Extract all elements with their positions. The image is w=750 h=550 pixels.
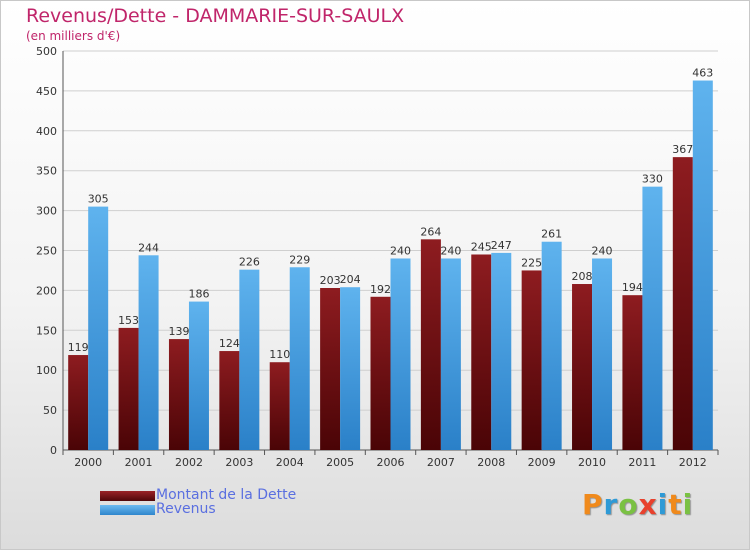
y-tick-label: 300: [36, 205, 57, 218]
y-tick-label: 50: [43, 404, 57, 417]
x-tick-label: 2003: [225, 456, 253, 469]
x-tick-label: 2004: [276, 456, 304, 469]
bar-dette: [672, 157, 693, 450]
x-tick-label: 2000: [74, 456, 102, 469]
bar-revenus: [541, 241, 562, 450]
logo-letter: P: [582, 488, 604, 521]
y-tick-label: 250: [36, 245, 57, 258]
data-label: 192: [370, 283, 391, 296]
bar-revenus: [88, 206, 109, 450]
logo-letter: o: [618, 488, 639, 521]
data-label: 240: [440, 244, 461, 257]
bar-revenus: [340, 287, 361, 450]
y-tick-label: 150: [36, 324, 57, 337]
bar-dette: [68, 355, 89, 450]
bar-dette: [118, 327, 139, 450]
bar-dette: [168, 339, 189, 450]
bar-dette: [370, 296, 391, 450]
bar-revenus: [440, 258, 461, 450]
bar-revenus: [491, 252, 512, 450]
data-label: 261: [541, 228, 562, 241]
bar-revenus: [239, 269, 260, 450]
bar-revenus: [138, 255, 159, 450]
data-label: 226: [239, 256, 260, 269]
data-label: 225: [521, 256, 542, 269]
data-label: 186: [188, 288, 209, 301]
x-tick-label: 2009: [528, 456, 556, 469]
logo-letter: i: [657, 488, 669, 521]
bar-revenus: [592, 258, 613, 450]
bar-dette: [269, 362, 290, 450]
bar-dette: [420, 239, 441, 450]
data-label: 203: [320, 274, 341, 287]
x-tick-label: 2011: [628, 456, 656, 469]
data-label: 204: [340, 273, 361, 286]
y-tick-label: 200: [36, 284, 57, 297]
y-tick-label: 350: [36, 165, 57, 178]
data-label: 367: [672, 143, 693, 156]
x-tick-label: 2012: [679, 456, 707, 469]
x-tick-label: 2010: [578, 456, 606, 469]
y-tick-label: 500: [36, 45, 57, 58]
proxiti-logo: Proxiti: [582, 488, 693, 521]
x-tick-label: 2006: [377, 456, 405, 469]
bar-revenus: [692, 80, 713, 450]
data-label: 110: [269, 348, 290, 361]
data-label: 305: [88, 193, 109, 206]
legend-swatch-revenus: [100, 505, 155, 515]
chart-title: Revenus/Dette - DAMMARIE-SUR-SAULX: [26, 5, 405, 27]
legend-swatch-dette: [100, 491, 155, 501]
data-label: 229: [289, 253, 310, 266]
data-label: 139: [168, 325, 189, 338]
x-tick-label: 2002: [175, 456, 203, 469]
bar-dette: [521, 270, 542, 450]
data-label: 119: [68, 341, 89, 354]
bar-dette: [622, 295, 643, 450]
chart-subtitle: (en milliers d'€): [26, 29, 121, 43]
logo-letter: r: [603, 488, 619, 521]
legend-label-dette: Montant de la Dette: [156, 487, 297, 503]
bar-dette: [471, 254, 492, 450]
bar-revenus: [390, 258, 411, 450]
data-label: 264: [420, 225, 441, 238]
logo-letter: x: [638, 488, 658, 521]
x-tick-label: 2008: [477, 456, 505, 469]
bar-revenus: [289, 267, 310, 450]
data-label: 153: [118, 314, 139, 327]
data-label: 245: [471, 240, 492, 253]
bar-dette: [320, 288, 341, 450]
logo-letter: i: [682, 488, 694, 521]
y-tick-label: 450: [36, 85, 57, 98]
legend-label-revenus: Revenus: [156, 501, 216, 517]
data-label: 194: [622, 281, 643, 294]
y-tick-label: 0: [50, 444, 57, 457]
data-label: 124: [219, 337, 240, 350]
logo-letter: t: [668, 488, 683, 521]
data-label: 330: [642, 173, 663, 186]
bar-revenus: [188, 301, 209, 450]
x-tick-label: 2005: [326, 456, 354, 469]
x-tick-label: 2001: [125, 456, 153, 469]
bar-revenus: [642, 186, 663, 450]
data-label: 240: [592, 244, 613, 257]
data-label: 463: [692, 67, 713, 80]
x-tick-label: 2007: [427, 456, 455, 469]
data-label: 240: [390, 244, 411, 257]
data-label: 247: [491, 239, 512, 252]
data-label: 208: [572, 270, 593, 283]
data-label: 244: [138, 241, 159, 254]
bar-dette: [219, 351, 240, 450]
y-tick-label: 100: [36, 364, 57, 377]
bar-dette: [572, 284, 593, 450]
y-tick-label: 400: [36, 125, 57, 138]
